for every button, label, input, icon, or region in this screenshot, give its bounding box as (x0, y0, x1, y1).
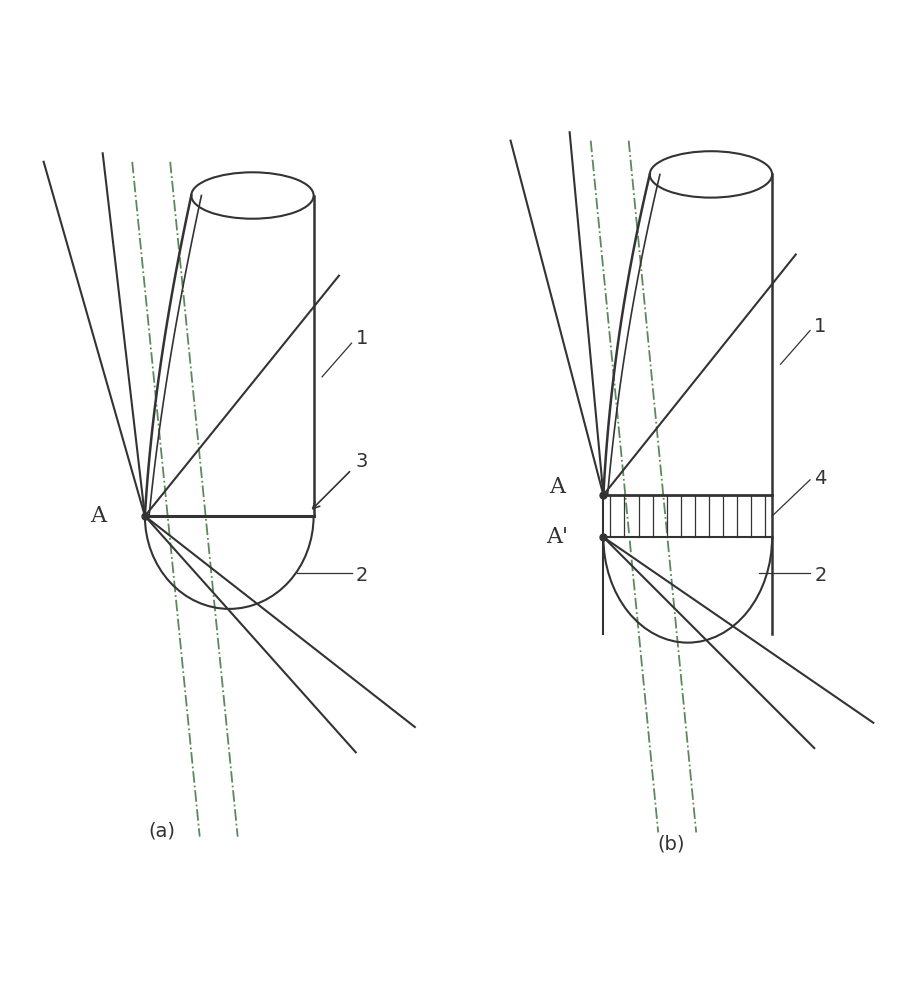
Text: 4: 4 (814, 469, 826, 488)
Text: (a): (a) (149, 822, 175, 841)
Text: 3: 3 (356, 452, 368, 471)
Text: 2: 2 (356, 566, 368, 585)
Text: 2: 2 (814, 566, 826, 585)
Text: 1: 1 (356, 329, 368, 348)
Text: A': A' (546, 526, 568, 548)
Text: A: A (91, 505, 106, 527)
Text: (b): (b) (657, 834, 685, 853)
Text: 1: 1 (814, 317, 826, 336)
Text: A: A (549, 476, 565, 498)
